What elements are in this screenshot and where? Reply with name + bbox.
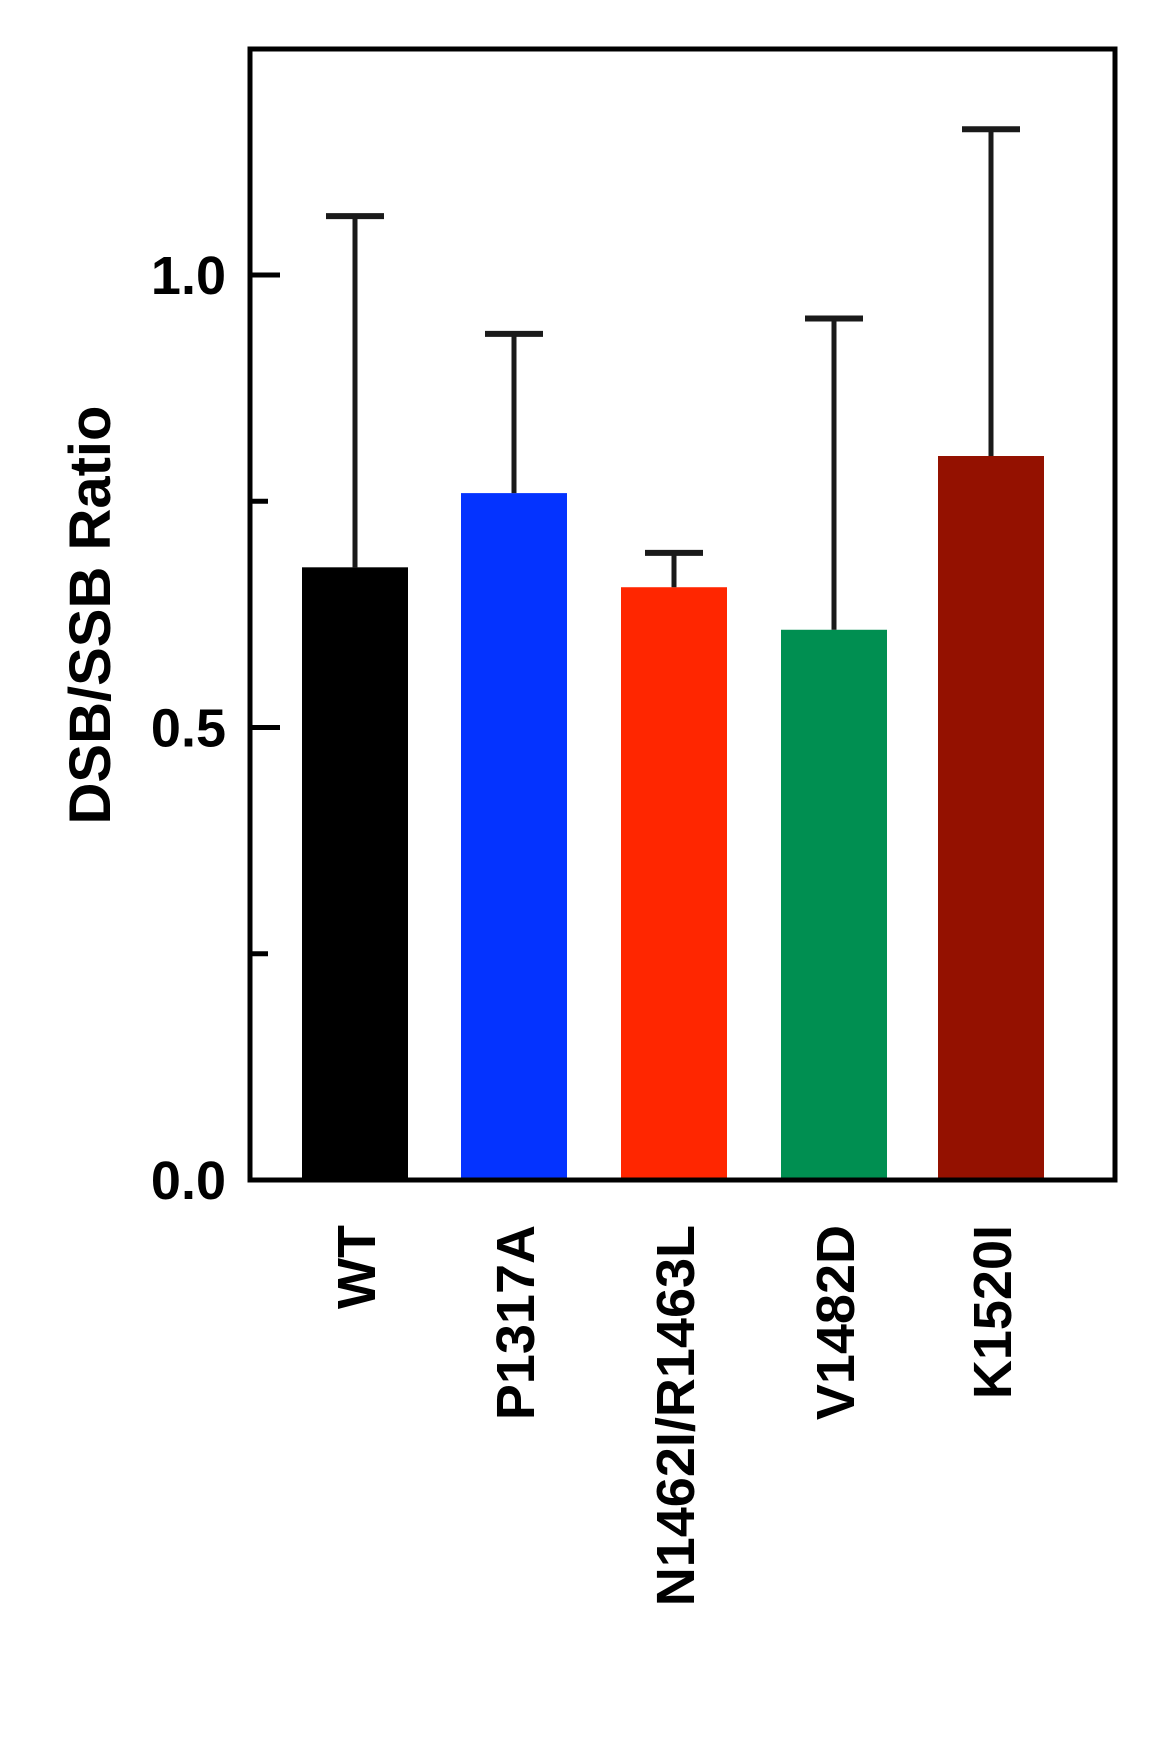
x-axis-labels: WT P1317A N1462I/R1463L V1482D K1520I — [327, 1225, 1023, 1606]
error-bars-group — [326, 126, 1020, 630]
x-tick-label: P1317A — [486, 1225, 546, 1420]
bars-group — [302, 456, 1044, 1181]
plot-frame — [247, 46, 1118, 1183]
bar-n1462i-r1463l — [621, 587, 727, 1180]
x-tick-label: WT — [327, 1225, 387, 1309]
y-axis-ticks: 0.0 0.5 1.0 — [151, 246, 280, 1211]
y-tick-label: 1.0 — [151, 246, 226, 306]
bar-v1482d — [781, 629, 887, 1180]
y-tick-label: 0.5 — [151, 699, 226, 759]
y-tick-label: 0.0 — [151, 1151, 226, 1211]
x-tick-label: N1462I/R1463L — [646, 1225, 706, 1606]
bar-p1317a — [461, 493, 567, 1181]
bar-k1520i — [938, 456, 1044, 1180]
x-tick-label: V1482D — [806, 1225, 866, 1420]
y-axis-title: DSB/SSB Ratio — [58, 406, 123, 825]
x-tick-label: K1520I — [963, 1225, 1023, 1399]
bar-wt — [302, 567, 408, 1180]
